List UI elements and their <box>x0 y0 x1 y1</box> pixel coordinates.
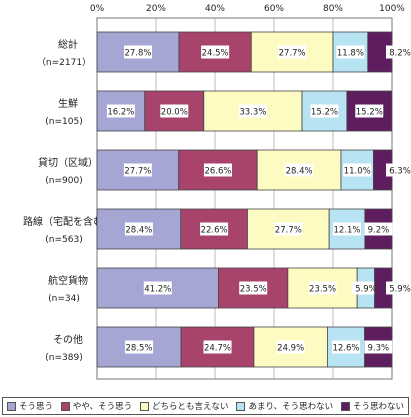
legend-label: そう思う <box>18 402 53 412</box>
data-label: 9.2% <box>368 226 390 236</box>
data-label-bg <box>239 281 268 295</box>
legend-item: そう思わない <box>341 400 404 412</box>
plot-frame <box>96 17 393 380</box>
data-label-bg <box>276 340 305 354</box>
data-label: 27.7% <box>124 167 151 177</box>
data-label-bg <box>123 163 152 177</box>
data-label: 33.3% <box>239 108 266 118</box>
data-label-bg <box>160 104 189 118</box>
data-label-bg <box>343 163 372 177</box>
legend-label: どちらとも言えない <box>152 402 229 412</box>
bar-segment <box>218 267 289 309</box>
category-label: 生鮮 <box>58 97 78 110</box>
data-label: 8.2% <box>389 49 411 59</box>
data-label-bg <box>124 45 153 59</box>
data-label: 24.5% <box>202 49 229 59</box>
category-label: 貸切（区域） <box>38 156 98 169</box>
data-label-bg <box>364 222 393 236</box>
legend-swatch <box>140 401 150 411</box>
category-n-label: （n=2171） <box>37 57 91 68</box>
legend-item: そう思う <box>6 400 53 412</box>
data-label-bg <box>351 281 380 295</box>
data-label-bg <box>278 45 307 59</box>
legend-label: あまり、そう思わない <box>248 402 334 412</box>
category-n-label: (n=900) <box>45 176 82 186</box>
stacked-bar-chart: 0% 20% 40% 60% 80% 100% 総計 （n=2171） 27.8% 24.5% 27… <box>23 4 411 380</box>
data-label-bg <box>333 222 362 236</box>
data-label: 26.6% <box>204 167 231 177</box>
data-label: 24.9% <box>277 344 304 354</box>
data-label: 20.0% <box>161 108 188 118</box>
data-label: 22.6% <box>201 226 228 236</box>
x-tick-label: 100% <box>379 4 405 14</box>
data-label: 5.9% <box>389 285 411 295</box>
legend-label: そう思わない <box>353 402 405 412</box>
legend-swatch <box>236 401 246 411</box>
x-tick-label: 0% <box>90 4 105 14</box>
data-label-bg <box>143 281 172 295</box>
category-n-label: (n=34) <box>48 294 80 304</box>
data-label: 11.8% <box>337 49 364 59</box>
data-label: 27.7% <box>279 49 306 59</box>
x-tick-label: 40% <box>205 4 225 14</box>
data-label-bg <box>274 222 303 236</box>
data-label: 5.9% <box>355 285 377 295</box>
legend-label: やや、そう思う <box>72 402 133 412</box>
category-n-label: (n=563) <box>45 235 82 245</box>
data-label: 16.2% <box>107 108 134 118</box>
category-n-label: (n=389) <box>45 353 82 363</box>
data-label-bg <box>364 340 393 354</box>
data-label: 15.2% <box>311 108 338 118</box>
data-label: 6.3% <box>389 167 411 177</box>
data-label-bg <box>125 340 154 354</box>
x-tick-label: 80% <box>323 4 343 14</box>
data-label-bg <box>203 163 232 177</box>
data-label: 15.2% <box>356 108 383 118</box>
data-label: 9.3% <box>367 344 389 354</box>
data-label: 41.2% <box>144 285 171 295</box>
data-label-bg <box>285 163 314 177</box>
data-label: 27.7% <box>275 226 302 236</box>
data-label: 28.4% <box>286 167 313 177</box>
data-label-bg <box>124 222 153 236</box>
data-label: 27.8% <box>124 49 151 59</box>
data-label-bg <box>200 222 229 236</box>
category-label: 航空貨物 <box>48 274 88 287</box>
data-label-bg <box>386 45 411 59</box>
data-label: 11.0% <box>344 167 371 177</box>
legend-item: あまり、そう思わない <box>236 400 333 412</box>
bar-segment <box>247 208 330 250</box>
x-tick-label: 20% <box>146 4 166 14</box>
data-label-bg <box>386 281 411 295</box>
data-label-bg <box>106 104 135 118</box>
data-label: 12.1% <box>334 226 361 236</box>
legend-item: どちらとも言えない <box>140 400 229 412</box>
data-label-bg <box>310 104 339 118</box>
x-tick-label: 60% <box>264 4 284 14</box>
legend-swatch <box>6 401 16 411</box>
data-label-bg <box>203 340 232 354</box>
data-label: 23.5% <box>240 285 267 295</box>
data-label: 23.5% <box>309 285 336 295</box>
data-label: 24.7% <box>204 344 231 354</box>
data-label-bg <box>331 340 360 354</box>
chart-legend: そう思う やや、そう思う どちらとも言えない あまり、そう思わない そう思わない <box>2 397 409 415</box>
data-label: 28.5% <box>126 344 153 354</box>
data-label-bg <box>336 45 365 59</box>
data-label-bg <box>201 45 230 59</box>
category-n-label: (n=105) <box>45 117 82 127</box>
data-label: 12.6% <box>332 344 359 354</box>
data-label-bg <box>386 163 411 177</box>
data-label-bg <box>308 281 337 295</box>
data-label-bg <box>355 104 384 118</box>
category-label: 路線（宅配を含む） <box>23 215 113 228</box>
legend-item: やや、そう思う <box>60 400 133 412</box>
category-label: 総計 <box>58 38 78 51</box>
legend-swatch <box>341 401 351 411</box>
data-label-bg <box>238 104 267 118</box>
legend-swatch <box>60 401 70 411</box>
data-label: 28.4% <box>125 226 152 236</box>
category-label: その他 <box>53 333 83 346</box>
